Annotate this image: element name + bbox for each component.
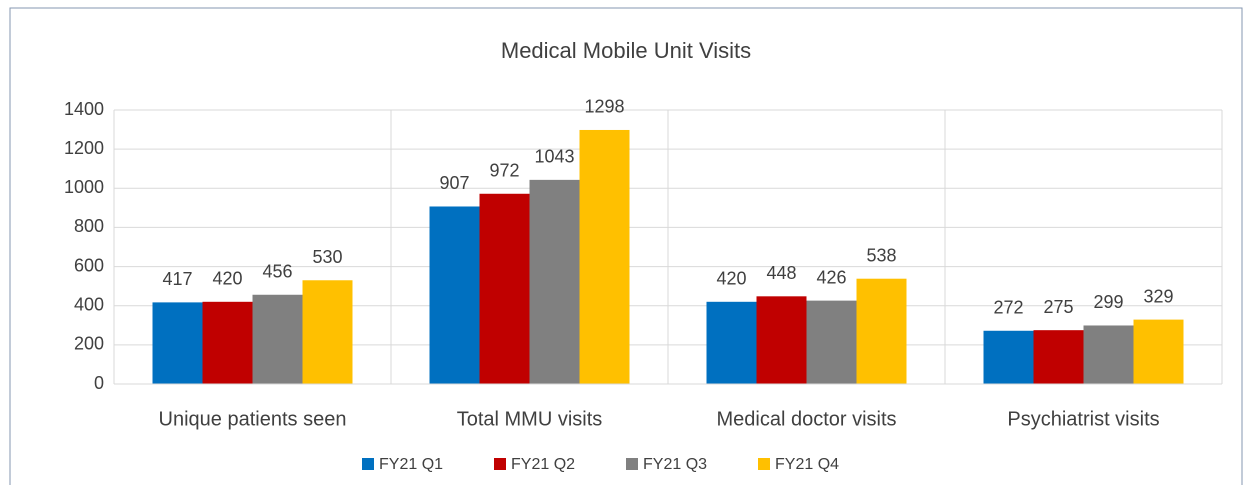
bar: [429, 206, 480, 384]
y-tick-label: 0: [94, 373, 104, 393]
bar: [579, 129, 630, 384]
data-label: 448: [766, 263, 796, 283]
x-tick-label: Medical doctor visits: [716, 408, 896, 430]
data-label: 329: [1143, 286, 1173, 306]
bar: [152, 302, 203, 384]
y-tick-label: 800: [74, 216, 104, 236]
legend-label: FY21 Q4: [775, 456, 839, 473]
legend-swatch: [758, 458, 770, 470]
y-tick-label: 1400: [64, 99, 104, 119]
legend-swatch: [362, 458, 374, 470]
bar: [1083, 325, 1134, 384]
x-tick-label: Psychiatrist visits: [1007, 408, 1159, 430]
data-label: 972: [489, 161, 519, 181]
legend-label: FY21 Q1: [379, 456, 443, 473]
bar: [1133, 319, 1184, 384]
data-label: 1043: [534, 147, 574, 167]
bar: [706, 301, 757, 384]
bar: [302, 280, 353, 384]
y-tick-label: 200: [74, 334, 104, 354]
data-label: 272: [993, 298, 1023, 318]
y-tick-label: 1000: [64, 177, 104, 197]
bar: [806, 300, 857, 384]
data-label: 275: [1043, 297, 1073, 317]
legend-label: FY21 Q3: [643, 456, 707, 473]
data-label: 420: [212, 269, 242, 289]
bar: [252, 294, 303, 384]
data-label: 530: [312, 247, 342, 267]
data-label: 299: [1093, 292, 1123, 312]
data-label: 1298: [584, 97, 624, 117]
bar: [1033, 330, 1084, 384]
data-label: 426: [816, 267, 846, 287]
bar: [202, 301, 253, 384]
data-label: 456: [262, 262, 292, 282]
chart-title: Medical Mobile Unit Visits: [501, 38, 751, 63]
y-tick-label: 1200: [64, 138, 104, 158]
bar: [983, 330, 1034, 384]
y-tick-label: 400: [74, 294, 104, 314]
bar: [856, 278, 907, 384]
bar: [529, 179, 580, 384]
data-label: 538: [866, 245, 896, 265]
legend-label: FY21 Q2: [511, 456, 575, 473]
data-label: 417: [162, 269, 192, 289]
x-tick-label: Unique patients seen: [159, 408, 347, 430]
data-label: 907: [439, 173, 469, 193]
legend-swatch: [494, 458, 506, 470]
data-label: 420: [716, 269, 746, 289]
bar: [756, 296, 807, 384]
y-tick-label: 600: [74, 255, 104, 275]
x-tick-label: Total MMU visits: [457, 408, 603, 430]
legend-swatch: [626, 458, 638, 470]
bar: [479, 193, 530, 384]
